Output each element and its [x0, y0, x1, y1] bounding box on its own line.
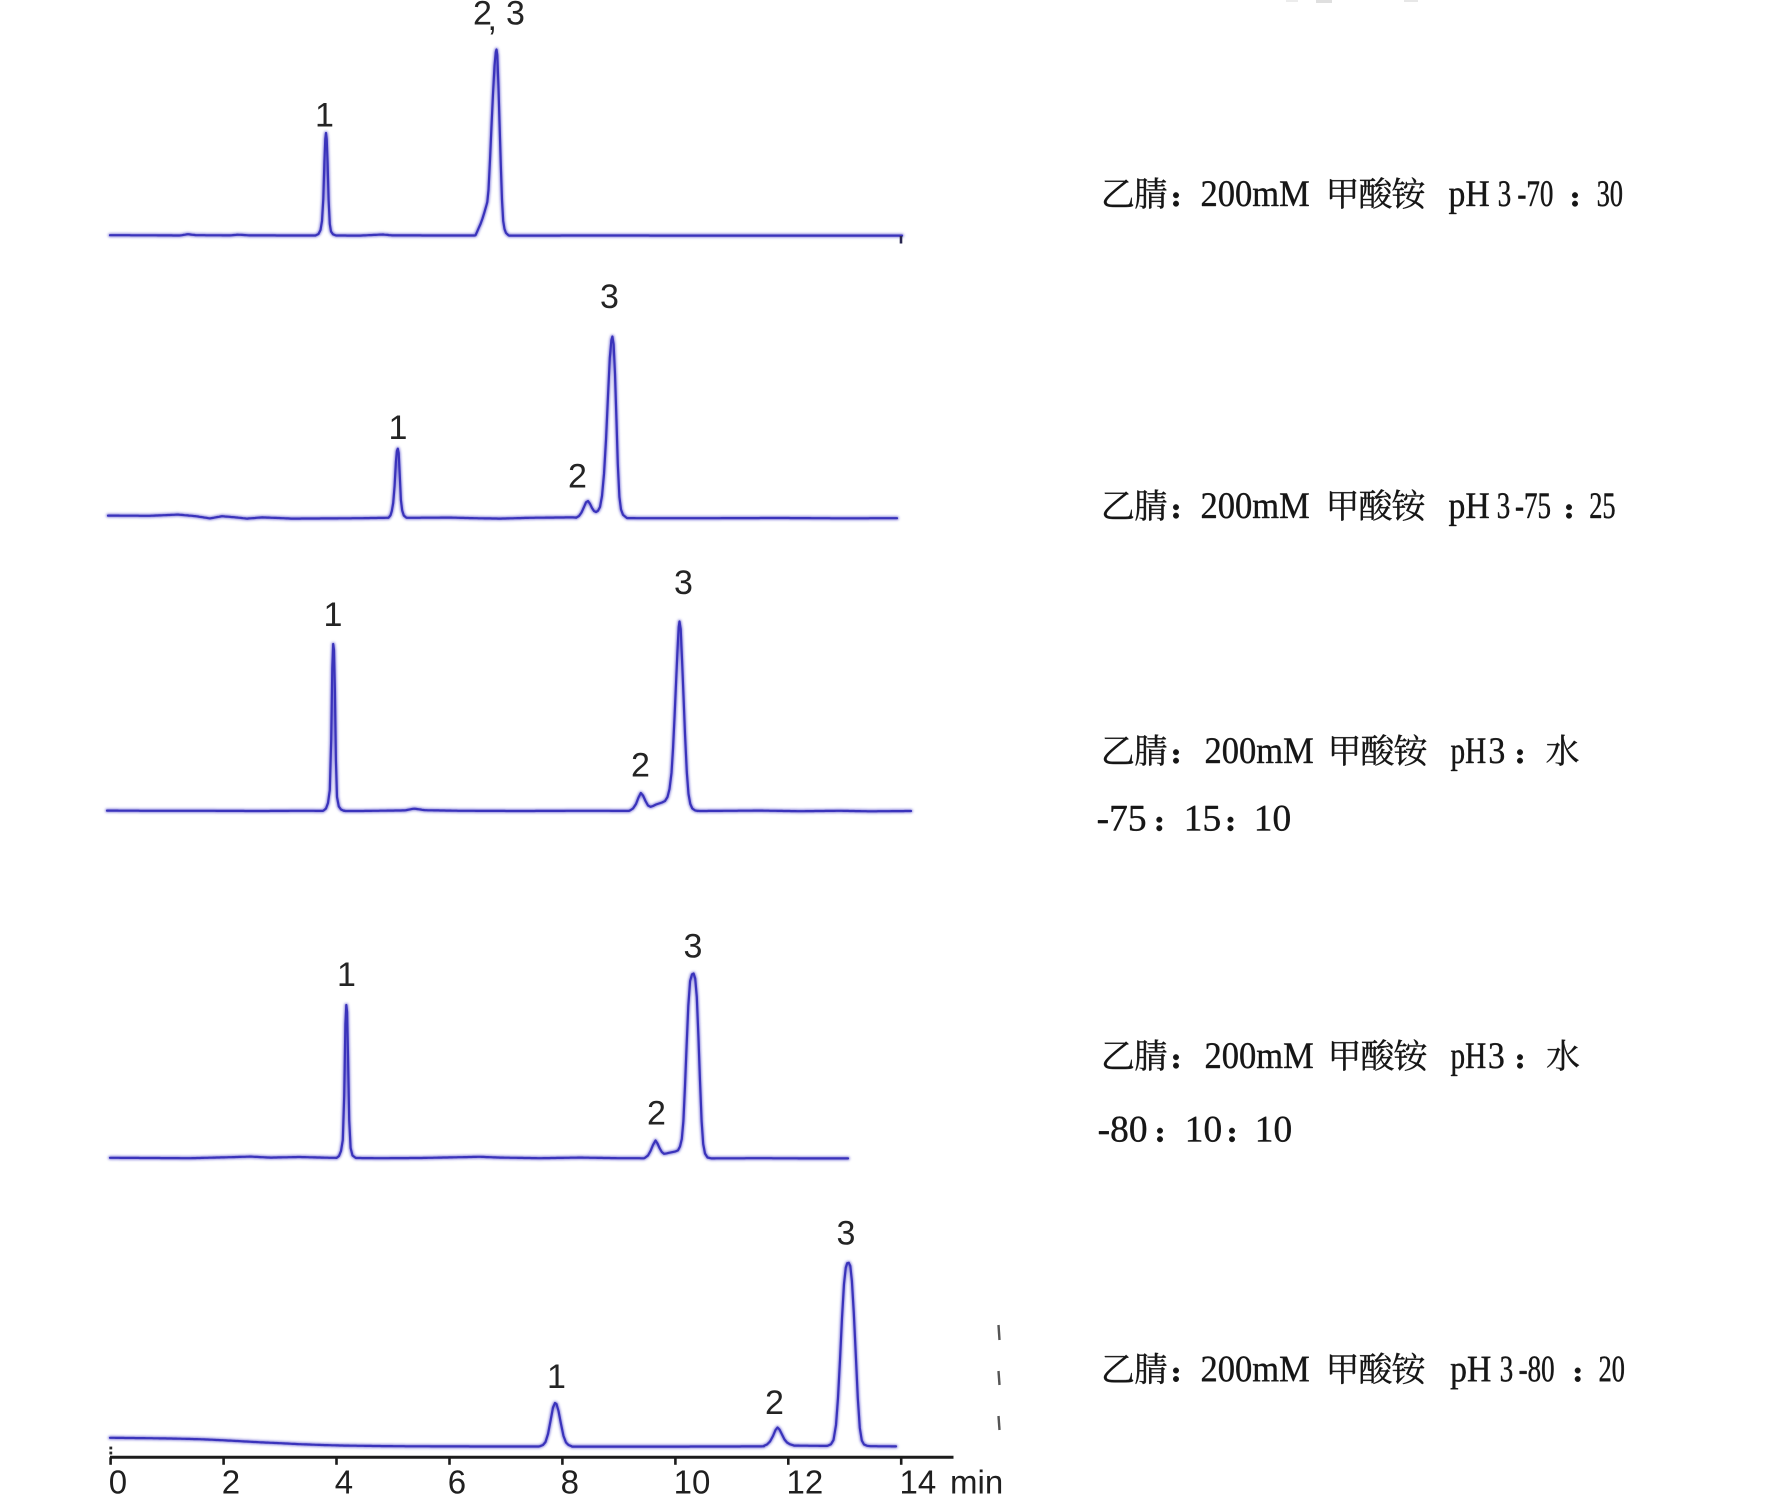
- svg-text:1: 1: [389, 409, 408, 447]
- svg-text:1: 1: [324, 596, 343, 634]
- svg-text:2: 2: [647, 1095, 666, 1133]
- svg-text:3: 3: [506, 0, 525, 33]
- svg-text:2: 2: [222, 1464, 240, 1501]
- svg-text:3: 3: [674, 564, 693, 602]
- svg-text:8: 8: [561, 1464, 579, 1501]
- svg-text:2: 2: [473, 0, 492, 33]
- svg-text:4: 4: [335, 1464, 353, 1501]
- svg-text:14: 14: [900, 1464, 937, 1501]
- svg-text:6: 6: [448, 1464, 466, 1501]
- svg-text:3: 3: [837, 1215, 856, 1253]
- svg-text:,: ,: [488, 0, 497, 38]
- svg-text:2: 2: [568, 458, 587, 496]
- svg-text:1: 1: [315, 97, 334, 135]
- svg-text:3: 3: [600, 278, 619, 316]
- svg-text:0: 0: [109, 1464, 127, 1501]
- svg-text:2: 2: [631, 747, 650, 785]
- svg-text:10: 10: [674, 1464, 711, 1501]
- svg-text:3: 3: [684, 928, 703, 966]
- svg-text:1: 1: [337, 956, 356, 994]
- svg-text:1: 1: [547, 1358, 566, 1396]
- svg-text:12: 12: [787, 1464, 824, 1501]
- svg-text:min: min: [950, 1464, 1003, 1501]
- svg-text:2: 2: [765, 1384, 784, 1422]
